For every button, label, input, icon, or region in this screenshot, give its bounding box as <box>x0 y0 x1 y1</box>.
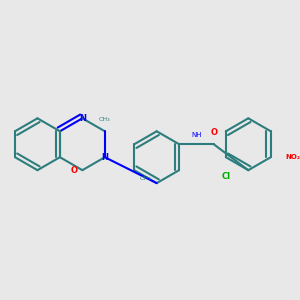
Text: Cl: Cl <box>221 172 230 181</box>
Text: N: N <box>79 114 86 123</box>
Text: O: O <box>70 166 77 175</box>
Text: NO₂: NO₂ <box>285 154 300 160</box>
Text: N: N <box>101 153 108 162</box>
Text: NH: NH <box>191 133 202 139</box>
Text: CH₃: CH₃ <box>140 176 152 181</box>
Text: O: O <box>210 128 217 137</box>
Text: CH₃: CH₃ <box>99 117 111 122</box>
